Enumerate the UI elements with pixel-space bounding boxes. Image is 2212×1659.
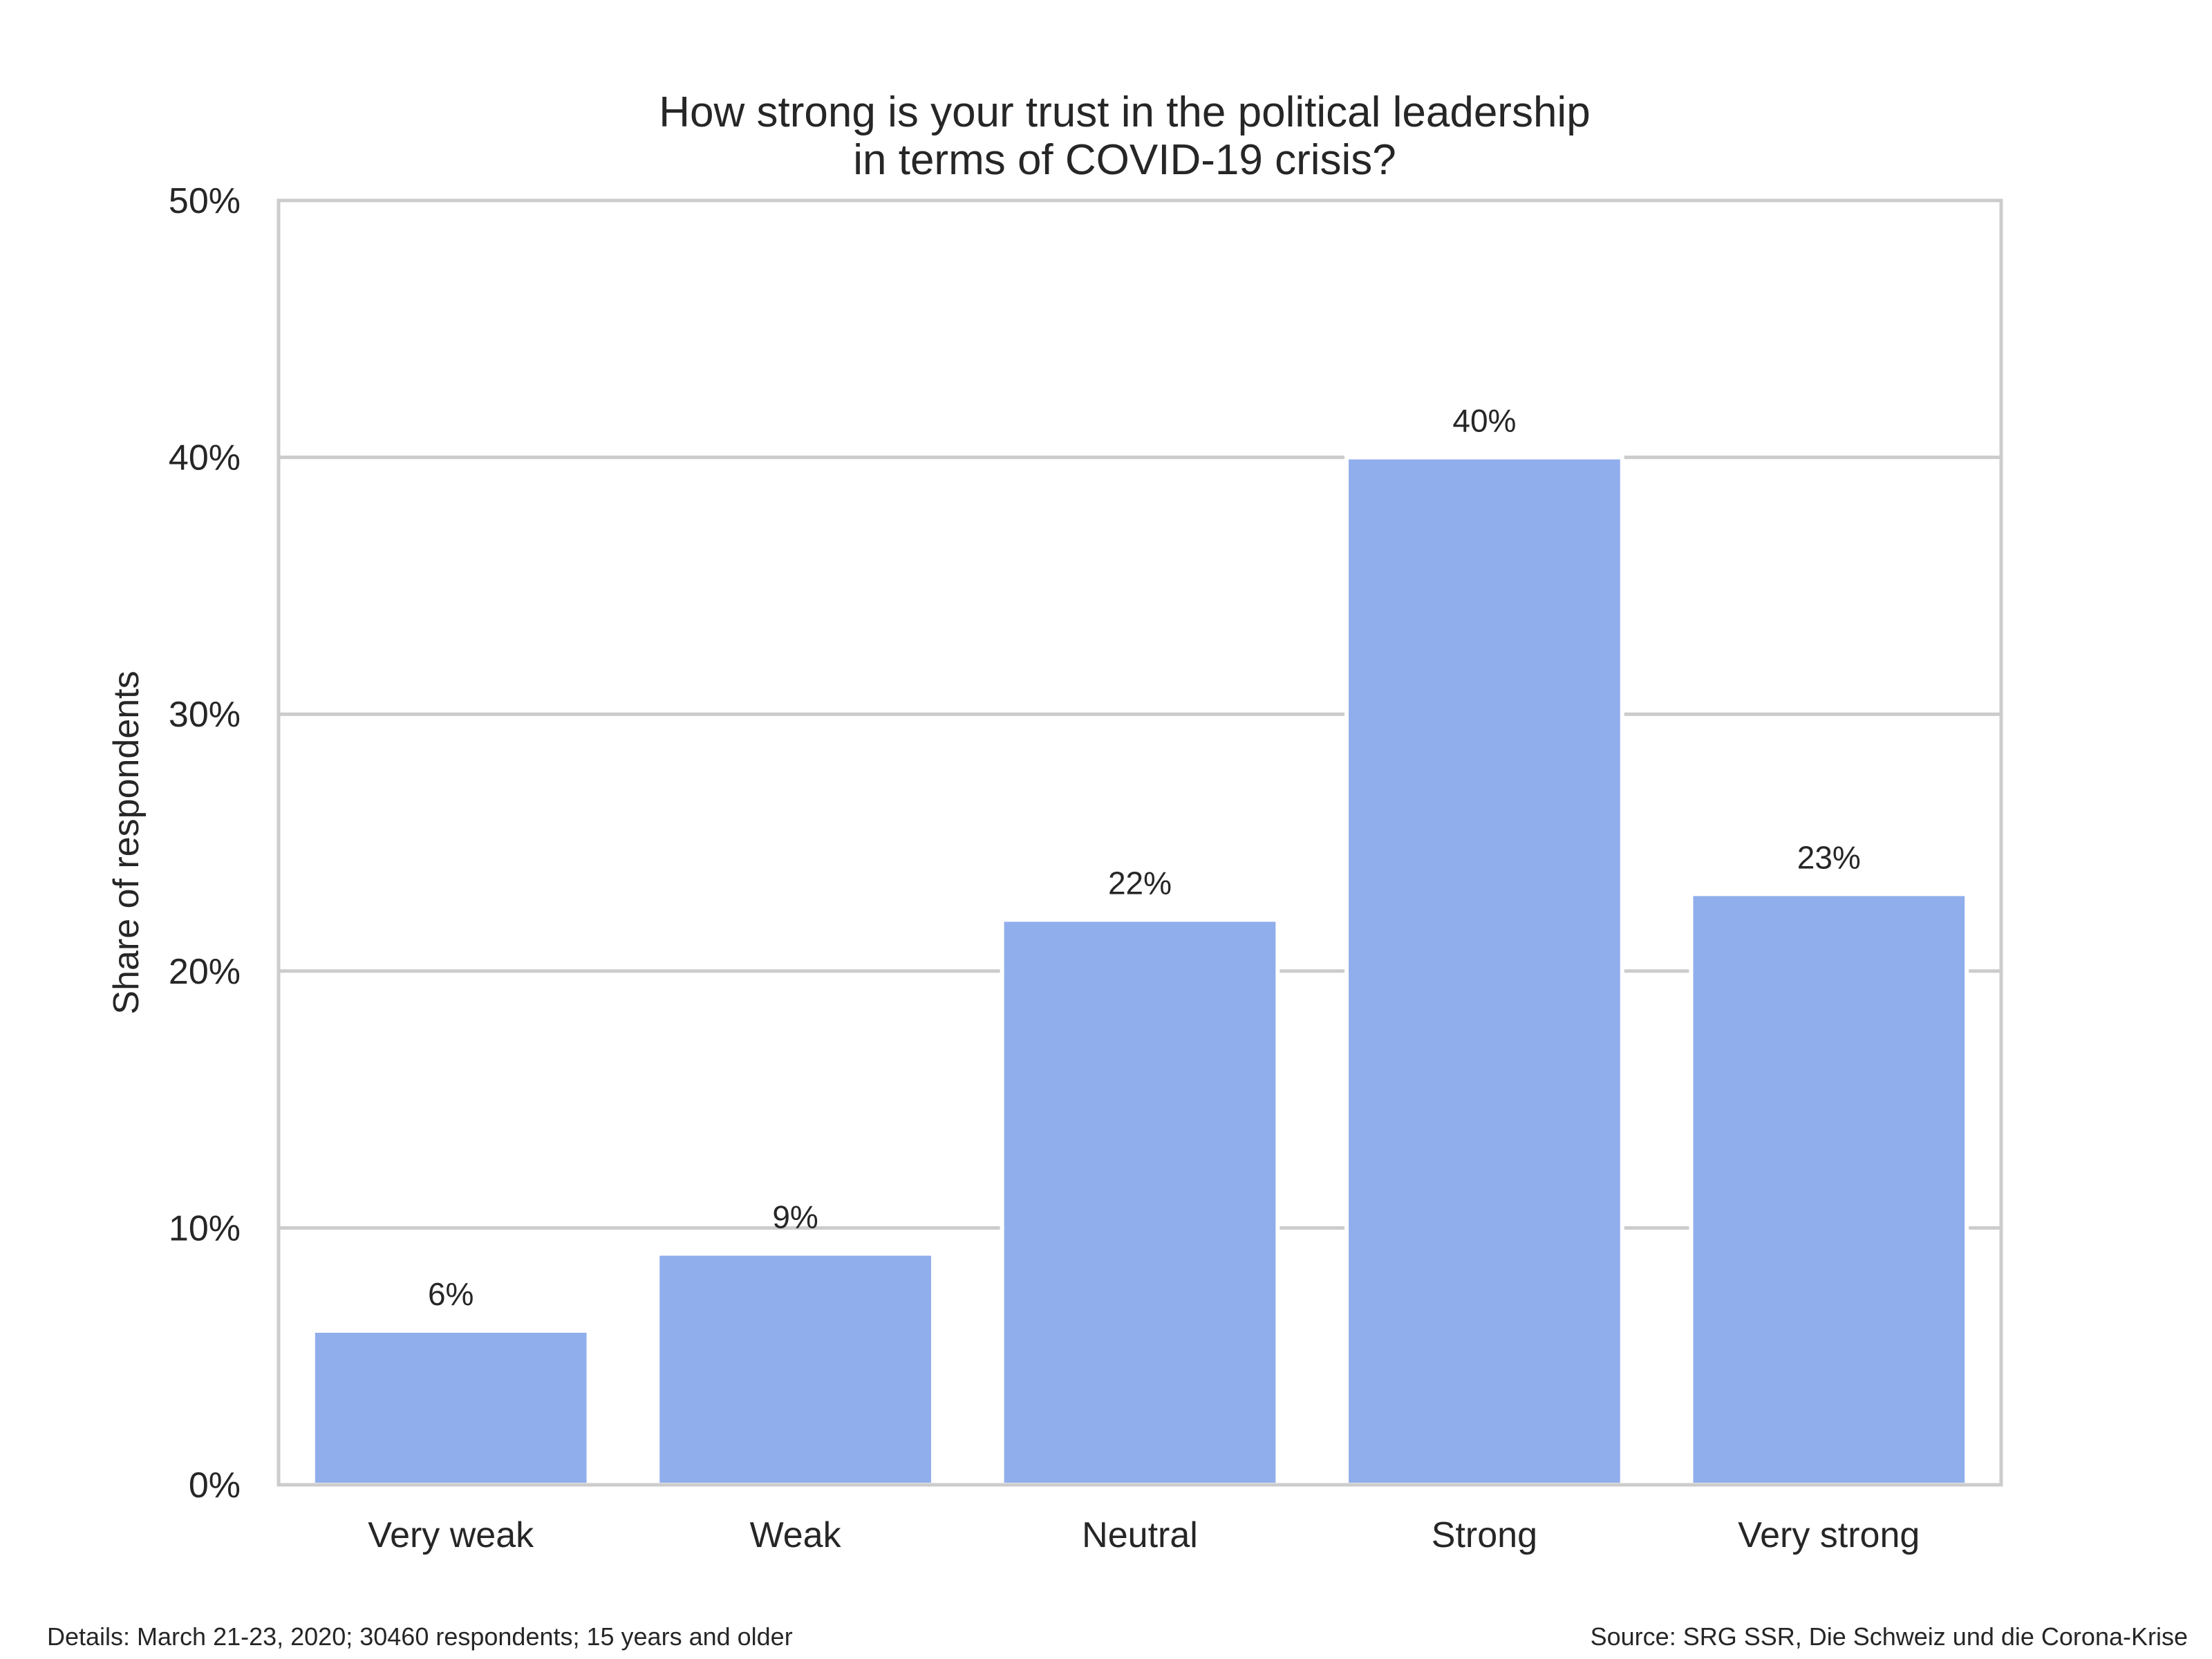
- y-tick-label-40: 40%: [169, 438, 241, 478]
- y-tick-labels: 0% 10% 20% 30% 40% 50%: [169, 181, 241, 1506]
- y-tick-label-10: 10%: [169, 1208, 241, 1248]
- x-tick-label-weak: Weak: [750, 1515, 842, 1555]
- bar-very-strong: [1689, 892, 1969, 1487]
- footer-source: Source: SRG SSR, Die Schweiz und die Cor…: [1591, 1622, 2188, 1651]
- chart-title-line-2: in terms of COVID-19 crisis?: [853, 136, 1396, 184]
- x-tick-label-very-weak: Very weak: [368, 1515, 534, 1555]
- data-label-very-weak: 6%: [428, 1276, 474, 1312]
- data-label-weak: 9%: [772, 1199, 818, 1235]
- bar-strong: [1344, 455, 1624, 1487]
- data-labels: 6% 9% 22% 40% 23%: [428, 403, 1861, 1312]
- x-tick-labels: Very weak Weak Neutral Strong Very strong: [368, 1515, 1920, 1555]
- x-tick-label-neutral: Neutral: [1082, 1515, 1198, 1555]
- data-label-neutral: 22%: [1108, 865, 1172, 901]
- chart-title-line-1: How strong is your trust in the politica…: [659, 88, 1590, 136]
- y-axis-label: Share of respondents: [106, 671, 147, 1014]
- plot-frame: [276, 198, 2003, 1487]
- y-tick-label-0: 0%: [189, 1465, 241, 1506]
- bar-very-weak: [310, 1329, 591, 1488]
- x-tick-label-strong: Strong: [1432, 1515, 1537, 1555]
- bar-neutral: [1000, 917, 1280, 1487]
- footer-details: Details: March 21-23, 2020; 30460 respon…: [47, 1622, 793, 1651]
- bars: [310, 455, 1969, 1488]
- y-tick-label-50: 50%: [169, 181, 241, 221]
- y-tick-label-30: 30%: [169, 695, 241, 735]
- data-label-strong: 40%: [1452, 403, 1516, 439]
- bar-weak: [655, 1251, 935, 1488]
- x-tick-label-very-strong: Very strong: [1738, 1515, 1920, 1555]
- data-label-very-strong: 23%: [1797, 839, 1861, 875]
- y-tick-label-20: 20%: [169, 952, 241, 992]
